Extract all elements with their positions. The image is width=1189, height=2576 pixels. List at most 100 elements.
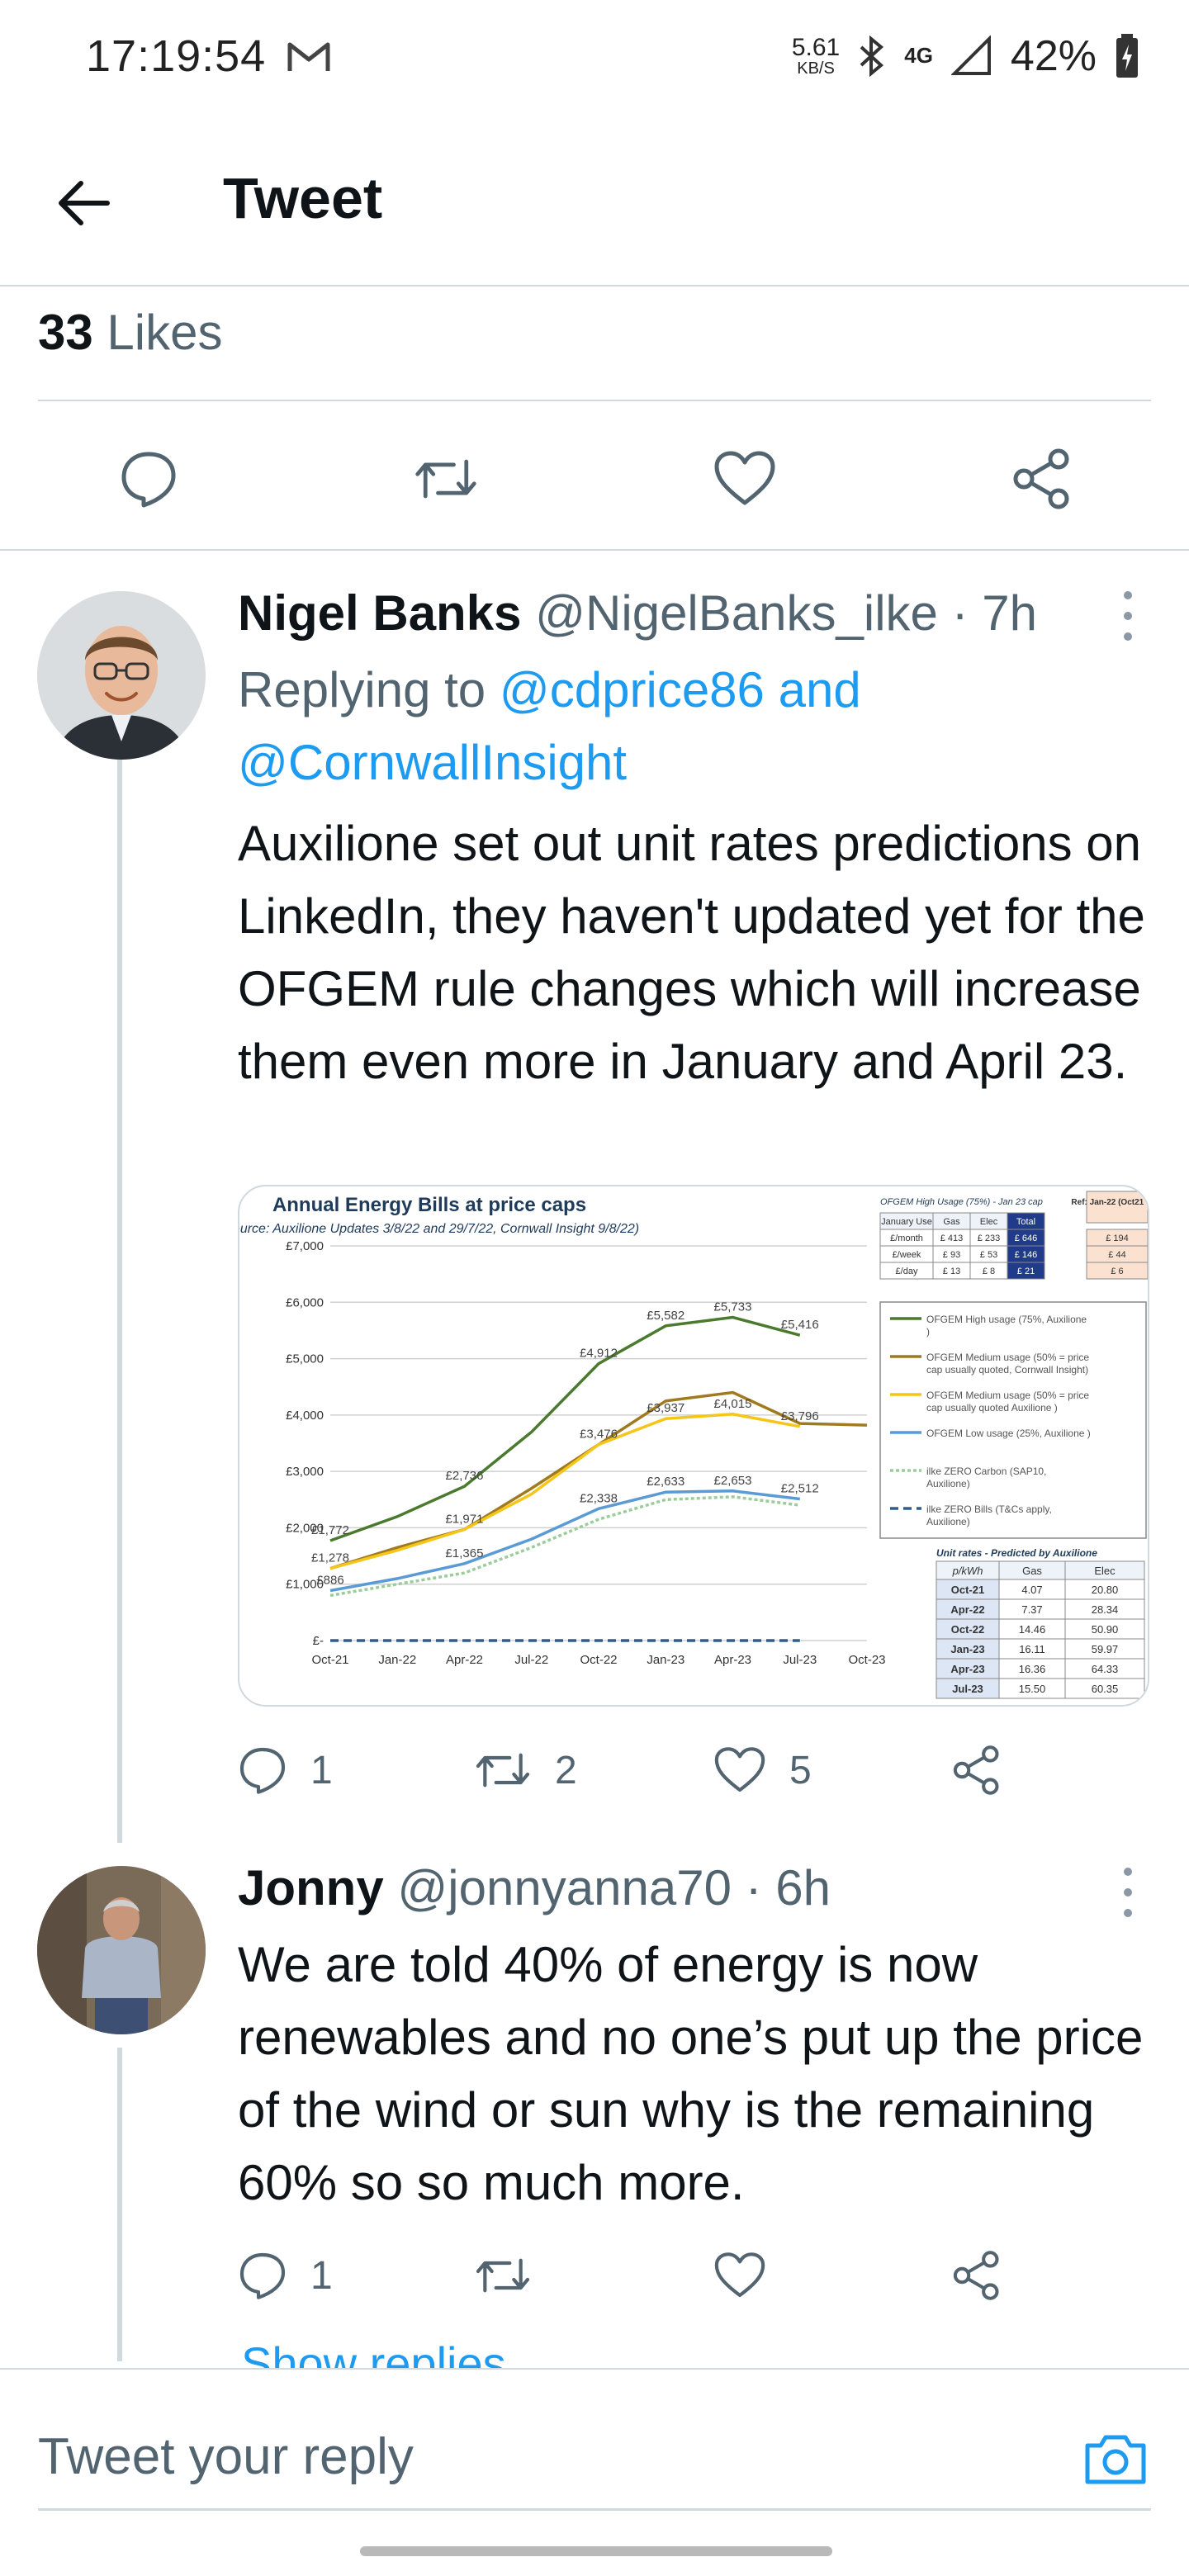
dot-icon <box>1124 612 1132 620</box>
chart-xtick-label: Jul-23 <box>783 1653 817 1667</box>
table-cell-text: £ 44 <box>1108 1250 1125 1260</box>
dot-icon <box>1124 591 1132 599</box>
retweet-button[interactable]: 2 <box>474 1737 577 1803</box>
like-button[interactable] <box>712 446 778 512</box>
author-handle[interactable]: @jonnyanna70 <box>397 1860 732 1915</box>
table-ref-box <box>1086 1191 1148 1224</box>
table-title: Unit rates - Predicted by Auxilione <box>936 1547 1097 1559</box>
reply-button[interactable]: 1 <box>238 1737 333 1803</box>
heart-icon <box>714 1747 765 1792</box>
like-button[interactable]: 5 <box>713 1737 812 1803</box>
likes-count[interactable]: 33 Likes <box>38 304 223 361</box>
chart-xtick-label: Jul-22 <box>514 1653 548 1667</box>
table-cell-text: p/kWh <box>952 1565 983 1577</box>
likes-label: Likes <box>107 305 223 360</box>
table-cell-text: £ 146 <box>1015 1250 1038 1260</box>
table-cell <box>1007 1262 1045 1280</box>
back-button[interactable] <box>53 172 116 234</box>
app-header: Tweet <box>0 124 1189 281</box>
main-tweet-actions <box>0 429 1189 528</box>
table-cell-text: 7.37 <box>1021 1603 1042 1616</box>
chart-data-label: £1,772 <box>311 1523 349 1537</box>
tweet-actions: 1 2 5 <box>238 1737 1146 1803</box>
author-handle[interactable]: @NigelBanks_ilke <box>535 585 938 641</box>
share-icon <box>953 2251 999 2300</box>
tweet-header: Jonny @jonnyanna70 · 6h <box>238 1859 831 1916</box>
table-cell-text: 64.33 <box>1092 1663 1119 1675</box>
chart-data-label: £3,937 <box>647 1401 685 1415</box>
share-button[interactable] <box>951 1737 1002 1803</box>
table-cell <box>998 1638 1066 1660</box>
table-cell <box>998 1618 1066 1640</box>
comment-icon <box>239 1747 286 1794</box>
retweet-icon <box>476 2258 530 2293</box>
chart-legend-entry: ilke ZERO Carbon (SAP10, Auxilione) <box>926 1466 1046 1489</box>
table-cell-text: £ 8 <box>983 1267 995 1276</box>
replying-mentions[interactable]: @cdprice86 and @CornwallInsight <box>238 662 861 790</box>
table-cell <box>998 1658 1066 1679</box>
more-options-button[interactable] <box>1113 591 1143 641</box>
section-divider <box>0 549 1189 551</box>
retweet-icon <box>415 459 476 499</box>
table-cell-text: Gas <box>943 1217 960 1227</box>
table-cell-text: 4.07 <box>1021 1584 1042 1596</box>
author-name[interactable]: Jonny <box>238 1860 384 1915</box>
table-cell-text: £ 21 <box>1017 1267 1035 1276</box>
chart-data-label: £3,796 <box>781 1409 819 1423</box>
table-cell-text: Apr-23 <box>950 1663 984 1675</box>
signal-icon <box>950 36 991 75</box>
reply-button[interactable] <box>116 446 182 512</box>
like-button[interactable] <box>713 2242 789 2308</box>
table-cell-text: 20.80 <box>1092 1584 1119 1596</box>
table-cell-text: Elec <box>980 1217 998 1227</box>
share-button[interactable] <box>1009 446 1075 512</box>
retweet-button[interactable] <box>474 2242 555 2308</box>
arrow-left-icon <box>59 181 110 225</box>
like-count: 5 <box>789 1748 812 1792</box>
chart-ytick-label: £3,000 <box>286 1465 324 1479</box>
gmail-icon <box>287 42 330 71</box>
share-icon <box>1013 448 1069 509</box>
table-cell-text: Jan-23 <box>950 1643 984 1655</box>
tweet-text: We are told 40% of energy is now renewab… <box>238 1937 1144 2210</box>
chart-data-label: £1,971 <box>446 1512 484 1526</box>
table-cell-text: £/day <box>896 1267 918 1276</box>
chart-data-label: £5,582 <box>647 1309 685 1323</box>
dot-icon <box>1124 1909 1132 1917</box>
reply-button[interactable]: 1 <box>238 2242 333 2308</box>
reply-count: 1 <box>310 2253 333 2298</box>
author-name[interactable]: Nigel Banks <box>238 585 522 641</box>
share-button[interactable] <box>951 2242 1002 2308</box>
camera-button[interactable] <box>1082 2424 1149 2492</box>
status-time: 17:19:54 <box>86 31 267 81</box>
chart-legend-entry: ilke ZERO Bills (T&Cs apply, Auxilione) <box>926 1503 1052 1527</box>
chart-xtick-label: Oct-21 <box>311 1653 348 1667</box>
battery-icon <box>1116 34 1138 78</box>
table-cell-text: 15.50 <box>1019 1683 1046 1695</box>
more-options-button[interactable] <box>1113 1868 1143 1917</box>
tweet-time: · 7h <box>951 585 1037 641</box>
reply-input[interactable]: Tweet your reply <box>38 2428 414 2485</box>
avatar[interactable] <box>37 1866 206 2034</box>
table-cell-text: Apr-22 <box>950 1603 984 1616</box>
table-cell-text: Elec <box>1094 1565 1116 1577</box>
retweet-button[interactable] <box>413 446 479 512</box>
chart-legend-entry: OFGEM High usage (75%, Auxilione) <box>926 1314 1087 1338</box>
replying-to: Replying to @cdprice86 and @CornwallInsi… <box>238 654 1146 799</box>
chart-xtick-label: Apr-22 <box>446 1653 483 1667</box>
chart-legend-box <box>879 1301 1147 1539</box>
table-cell-text: £/month <box>890 1234 923 1243</box>
avatar-nigel-image <box>37 591 206 760</box>
tweet-image[interactable]: Annual Energy Bills at price caps (Sourc… <box>238 1185 1149 1707</box>
chart-xtick-label: Jan-22 <box>378 1653 416 1667</box>
chart-data-label: £1,365 <box>446 1546 484 1560</box>
table-title: OFGEM High Usage (75%) - Jan 23 cap <box>880 1197 1043 1207</box>
table-cell-text: 28.34 <box>1092 1603 1119 1616</box>
avatar-jonny-image <box>37 1866 206 2034</box>
bluetooth-icon <box>860 36 884 77</box>
table-cell-text: £ 13 <box>943 1267 960 1276</box>
chart-data-label: £5,733 <box>714 1300 752 1314</box>
comment-icon <box>239 2252 286 2299</box>
avatar[interactable] <box>37 591 206 760</box>
chart-data-label: £5,416 <box>781 1318 819 1332</box>
